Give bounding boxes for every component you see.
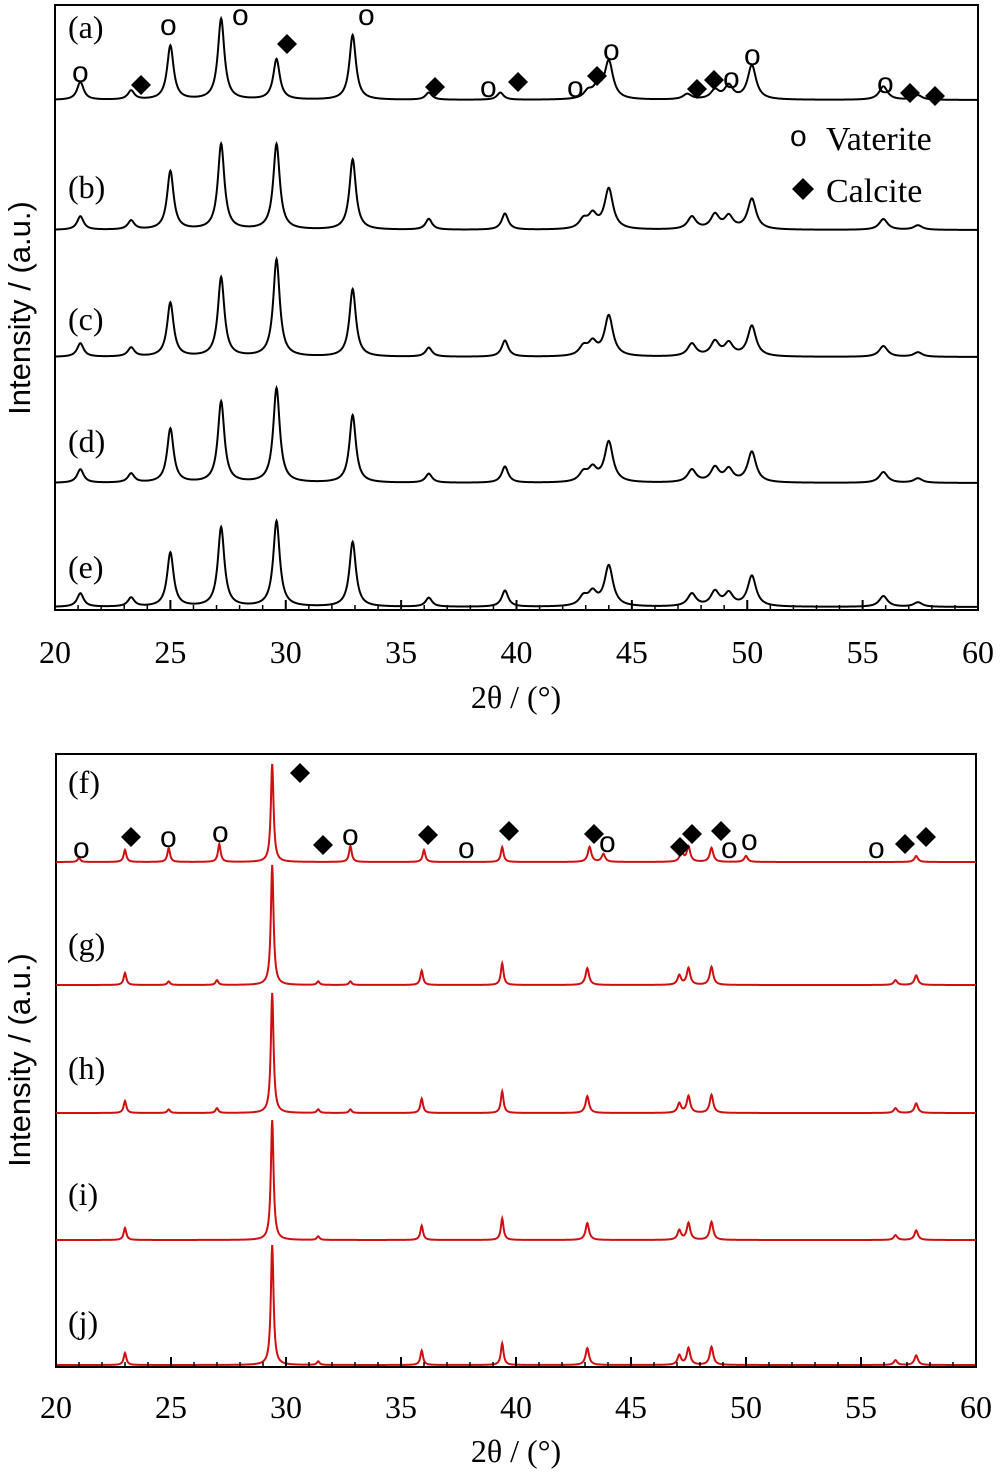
x-tick-label: 60	[960, 1389, 992, 1425]
vaterite-marker: o	[73, 832, 90, 865]
bottom-panel: 20 25 30 35 40 45 50 55 60 (f) (g) (h) (i) (j) o…	[2, 753, 992, 1469]
top-panel: 20 25 30 35 40 45 50 55 60 (a) (b) (c) (d) (e) o…	[2, 0, 994, 715]
vaterite-marker: o	[567, 71, 584, 104]
calcite-marker	[290, 763, 310, 783]
series-line	[54, 518, 978, 608]
calcite-marker	[425, 77, 445, 97]
x-tick-label: 45	[615, 1389, 647, 1425]
vaterite-marker: o	[72, 56, 89, 89]
calcite-marker	[418, 825, 438, 845]
x-tick-label: 50	[731, 634, 763, 670]
top-traces	[54, 15, 978, 608]
vaterite-marker: o	[480, 71, 497, 104]
series-line	[54, 140, 978, 231]
vaterite-marker: o	[232, 0, 249, 32]
bottom-x-axis-label: 2θ / (°)	[471, 1433, 561, 1469]
x-tick-label: 30	[270, 1389, 302, 1425]
legend-vaterite-label: Vaterite	[826, 121, 932, 158]
calcite-marker	[584, 824, 604, 844]
x-tick-label: 55	[845, 1389, 877, 1425]
vaterite-marker: o	[358, 0, 375, 32]
x-tick-label: 35	[385, 1389, 417, 1425]
x-tick-label: 25	[154, 634, 186, 670]
calcite-marker	[682, 824, 702, 844]
bottom-traces	[56, 763, 976, 1366]
series-line	[54, 384, 978, 484]
calcite-marker	[670, 837, 690, 857]
vaterite-marker: o	[458, 832, 475, 865]
vaterite-marker: o	[741, 824, 758, 857]
x-tick-label: 50	[730, 1389, 762, 1425]
series-label-i: (i)	[68, 1176, 98, 1212]
vaterite-marker: o	[868, 832, 885, 865]
calcite-marker	[704, 70, 724, 90]
series-line	[56, 992, 976, 1114]
x-tick-label: 35	[385, 634, 417, 670]
series-line	[56, 1119, 976, 1241]
series-label-f: (f)	[68, 764, 100, 800]
series-line	[56, 864, 976, 986]
vaterite-marker: o	[160, 821, 177, 854]
top-y-axis-label: Intensity / (a.u.)	[2, 201, 37, 415]
bottom-vaterite-markers: o o o o o o o o o	[73, 816, 885, 865]
x-tick-label: 40	[500, 1389, 532, 1425]
series-label-d: (d)	[68, 423, 105, 459]
vaterite-marker: o	[723, 62, 740, 95]
legend-vaterite-symbol: o	[790, 120, 807, 153]
top-vaterite-markers: o o o o o o o o o o	[72, 0, 894, 104]
calcite-marker	[131, 75, 151, 95]
series-line	[54, 256, 978, 358]
calcite-marker	[900, 83, 920, 103]
vaterite-marker: o	[744, 39, 761, 72]
series-label-h: (h)	[68, 1050, 105, 1086]
bottom-calcite-markers	[121, 763, 936, 857]
vaterite-marker: o	[212, 816, 229, 849]
series-line	[56, 1244, 976, 1366]
x-tick-label: 20	[39, 634, 71, 670]
top-x-axis-label: 2θ / (°)	[471, 679, 561, 715]
series-label-c: (c)	[68, 301, 104, 337]
series-label-a: (a)	[68, 9, 104, 45]
series-line	[56, 763, 976, 863]
vaterite-marker: o	[160, 9, 177, 42]
calcite-marker	[277, 34, 297, 54]
series-label-b: (b)	[68, 169, 105, 205]
vaterite-marker: o	[603, 34, 620, 67]
calcite-marker	[687, 79, 707, 99]
bottom-x-ticks: 20 25 30 35 40 45 50 55 60	[40, 1357, 992, 1425]
series-label-g: (g)	[68, 926, 105, 962]
x-tick-label: 45	[616, 634, 648, 670]
bottom-y-axis-label: Intensity / (a.u.)	[2, 953, 37, 1167]
calcite-marker	[499, 821, 519, 841]
top-x-ticks: 20 25 30 35 40 45 50 55 60	[39, 600, 994, 670]
vaterite-marker: o	[342, 819, 359, 852]
x-tick-label: 30	[270, 634, 302, 670]
legend-calcite-symbol	[792, 178, 814, 200]
x-tick-label: 25	[155, 1389, 187, 1425]
vaterite-marker: o	[877, 67, 894, 100]
calcite-marker	[587, 66, 607, 86]
calcite-marker	[711, 821, 731, 841]
x-tick-label: 20	[40, 1389, 72, 1425]
calcite-marker	[925, 86, 945, 106]
calcite-marker	[121, 827, 141, 847]
vaterite-marker: o	[599, 826, 616, 859]
x-tick-label: 40	[501, 634, 533, 670]
series-label-j: (j)	[68, 1304, 98, 1340]
calcite-marker	[313, 835, 333, 855]
calcite-marker	[916, 827, 936, 847]
series-label-e: (e)	[68, 549, 104, 585]
calcite-marker	[895, 834, 915, 854]
vaterite-marker: o	[721, 832, 738, 865]
series-line	[54, 15, 978, 101]
legend-calcite-label: Calcite	[826, 173, 922, 210]
x-tick-label: 60	[962, 634, 994, 670]
bottom-plot-frame	[55, 753, 977, 1368]
legend: o Vaterite Calcite	[790, 120, 932, 210]
top-calcite-markers	[131, 34, 945, 106]
calcite-marker	[508, 72, 528, 92]
x-tick-label: 55	[847, 634, 879, 670]
